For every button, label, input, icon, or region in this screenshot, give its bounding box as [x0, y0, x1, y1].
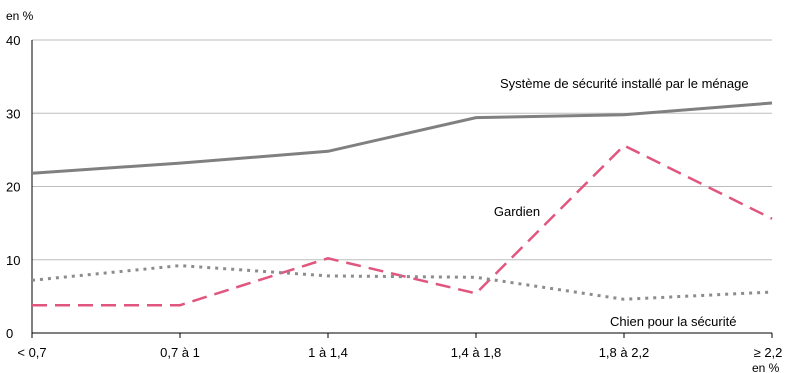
x-tick-label: 1,8 à 2,2 — [599, 345, 650, 360]
x-tick-label: 0,7 à 1 — [160, 345, 200, 360]
y-tick-label: 0 — [6, 326, 13, 341]
axes — [31, 40, 773, 338]
series-labels: Système de sécurité installé par le ména… — [494, 76, 749, 329]
y-tick-label: 20 — [6, 180, 20, 195]
series-label: Chien pour la sécurité — [610, 314, 736, 329]
x-tick-label: < 0,7 — [17, 345, 46, 360]
y-tick-label: 40 — [6, 33, 20, 48]
y-axis-label: en % — [6, 9, 34, 23]
gridlines — [32, 39, 772, 261]
series-line — [32, 143, 773, 307]
series-lines — [31, 101, 773, 307]
x-tick-label: 1 à 1,4 — [308, 345, 348, 360]
series-label: Système de sécurité installé par le ména… — [500, 76, 749, 91]
series-line — [31, 264, 773, 301]
x-axis-unit-label: en % — [752, 361, 780, 373]
y-tick-labels: 0 10 20 30 40 — [6, 33, 20, 341]
series-label: Gardien — [494, 204, 540, 219]
x-tick-label: ≥ 2,2 — [754, 345, 783, 360]
y-tick-label: 30 — [6, 106, 20, 121]
x-tick-labels: < 0,7 0,7 à 1 1 à 1,4 1,4 à 1,8 1,8 à 2,2 ≥ 2… — [17, 345, 782, 360]
x-tick-label: 1,4 à 1,8 — [451, 345, 502, 360]
y-tick-label: 10 — [6, 253, 20, 268]
series-line — [31, 101, 773, 175]
